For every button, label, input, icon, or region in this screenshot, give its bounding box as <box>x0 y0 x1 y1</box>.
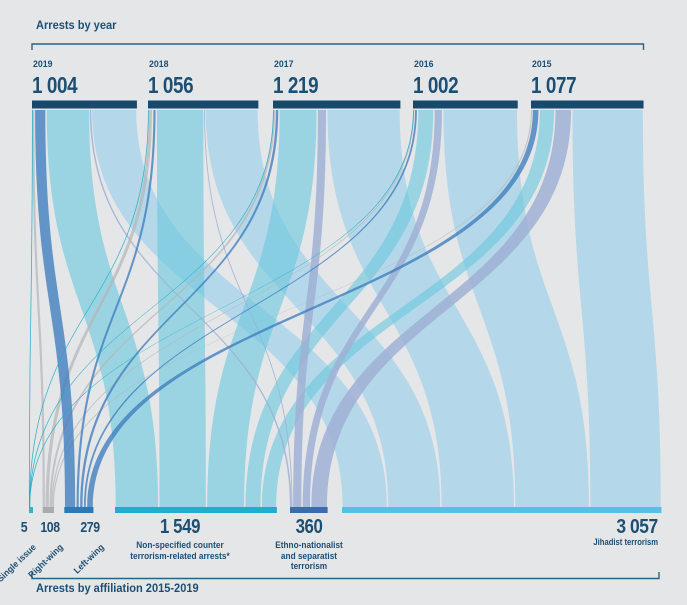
category-label: Jihadist terrorism <box>593 537 658 547</box>
sankey-flow <box>89 110 292 507</box>
year-label: 2018 <box>149 59 169 70</box>
category-node-bar <box>42 507 54 513</box>
category-total: 3 057 <box>616 515 659 538</box>
sankey-flow <box>46 110 159 507</box>
sankey-flow <box>92 110 387 507</box>
sankey-flow <box>76 110 156 507</box>
year-label: 2016 <box>414 59 434 70</box>
year-total: 1 219 <box>273 72 319 98</box>
sankey-flow <box>156 110 206 507</box>
year-total: 1 077 <box>531 72 577 98</box>
sankey-flow <box>572 110 661 507</box>
year-total: 1 004 <box>32 72 78 98</box>
sankey-flow <box>302 110 442 507</box>
year-total: 1 002 <box>413 72 459 98</box>
sankey-flow <box>327 110 514 507</box>
category-node-bar <box>29 507 33 513</box>
category-node-bar <box>342 507 662 513</box>
top-axis-title: Arrests by year <box>36 20 117 32</box>
year-label: 2019 <box>33 59 53 70</box>
year-total: 1 056 <box>148 72 194 98</box>
sankey-flow <box>87 110 539 507</box>
top-bracket <box>31 43 645 50</box>
sankey-flow <box>205 110 441 507</box>
category-total: 360 <box>295 515 323 538</box>
sankey-flow <box>45 110 153 507</box>
sankey-flow <box>261 110 555 507</box>
category-node-bar <box>290 507 328 513</box>
year-node-bar <box>413 100 518 109</box>
sankey-flow <box>204 110 293 507</box>
sankey-flow <box>245 110 434 507</box>
category-total: 1 549 <box>159 515 201 538</box>
bottom-bracket <box>31 572 660 580</box>
category-total: 108 <box>40 519 60 536</box>
year-node-bar <box>148 100 259 109</box>
sankey-flow <box>311 110 572 507</box>
category-node-bar <box>64 507 94 513</box>
year-node-bar <box>32 100 137 109</box>
sankey-flow <box>443 110 589 507</box>
sankey-flow <box>80 110 279 507</box>
sankey-flow <box>207 110 317 507</box>
year-node-bar <box>273 100 401 109</box>
category-label: Ethno-nationalist and separatist terrorism <box>275 540 343 571</box>
sankey-flow <box>29 110 149 507</box>
sankey-flow <box>29 110 33 507</box>
year-label: 2017 <box>274 59 294 70</box>
year-node-bar <box>531 100 644 109</box>
sankey-flow <box>83 110 417 507</box>
bottom-axis-title: Arrests by affiliation 2015-2019 <box>36 583 199 595</box>
category-total: 279 <box>80 519 100 536</box>
category-total: 5 <box>20 519 28 536</box>
category-label: Non-specified counter terrorism-related a… <box>130 540 230 561</box>
category-node-bar <box>115 507 277 513</box>
sankey-flow <box>49 110 276 507</box>
year-label: 2015 <box>532 59 552 70</box>
sankey-flow <box>35 110 76 507</box>
